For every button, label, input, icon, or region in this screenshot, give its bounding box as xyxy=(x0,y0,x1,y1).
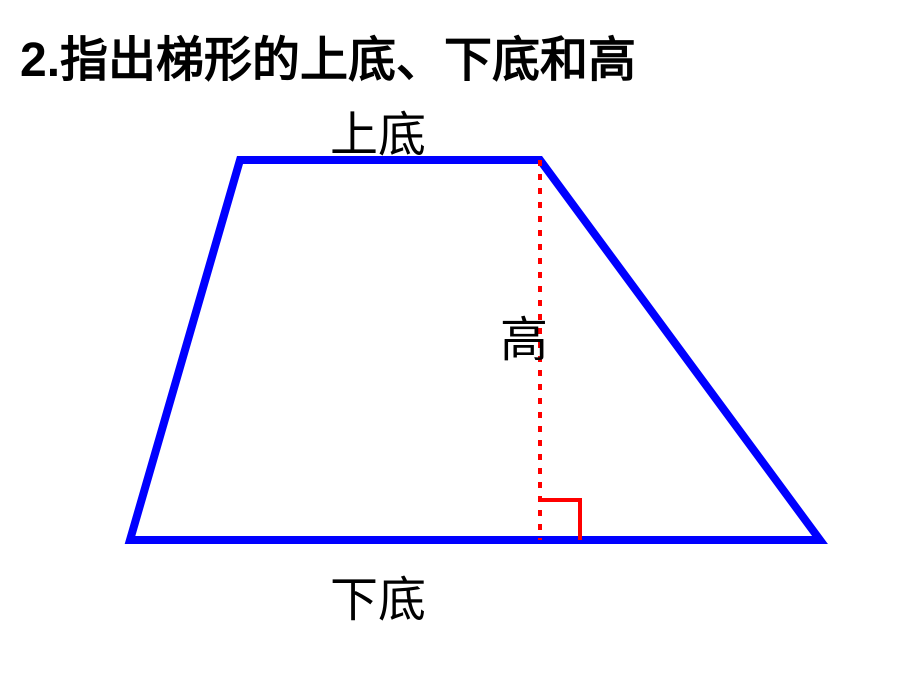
label-height: 高 xyxy=(500,300,548,370)
right-angle-marker xyxy=(540,500,580,540)
label-bottom-base: 下底 xyxy=(330,560,426,630)
label-top-base: 上底 xyxy=(330,95,426,165)
trapezoid-shape xyxy=(130,160,820,540)
trapezoid-svg xyxy=(0,0,920,690)
diagram-canvas: 2.指出梯形的上底、下底和高 上底 高 下底 xyxy=(0,0,920,690)
